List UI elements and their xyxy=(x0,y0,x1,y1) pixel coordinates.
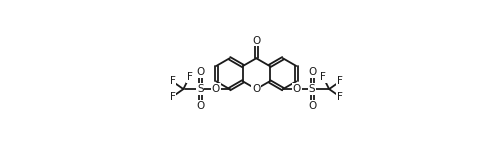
Text: O: O xyxy=(252,36,260,46)
Text: O: O xyxy=(212,84,220,94)
Text: O: O xyxy=(292,84,301,94)
Text: F: F xyxy=(170,76,175,86)
Text: O: O xyxy=(308,101,316,111)
Text: F: F xyxy=(320,72,326,82)
Text: S: S xyxy=(197,84,203,94)
Text: F: F xyxy=(337,92,343,102)
Text: O: O xyxy=(196,67,204,77)
Text: S: S xyxy=(309,84,316,94)
Text: O: O xyxy=(196,101,204,111)
Text: F: F xyxy=(186,72,192,82)
Text: O: O xyxy=(308,67,316,77)
Text: F: F xyxy=(337,76,343,86)
Text: O: O xyxy=(252,84,260,94)
Text: F: F xyxy=(170,92,175,102)
